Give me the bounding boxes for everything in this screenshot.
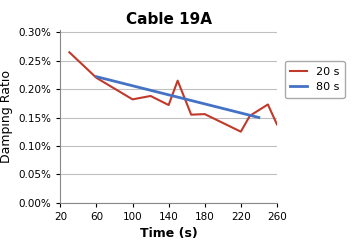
20 s (148, 95, 153, 98)
20 s (166, 103, 171, 106)
Title: Cable 19A: Cable 19A (126, 12, 212, 27)
20 s (275, 123, 279, 126)
20 s (203, 113, 207, 116)
Line: 80 s: 80 s (97, 77, 259, 118)
20 s (94, 76, 99, 79)
20 s (175, 79, 180, 82)
20 s (248, 114, 252, 117)
Legend: 20 s, 80 s: 20 s, 80 s (285, 61, 345, 98)
20 s (239, 130, 243, 133)
Y-axis label: Damping Ratio: Damping Ratio (0, 70, 13, 163)
20 s (130, 98, 135, 101)
20 s (67, 51, 71, 54)
20 s (266, 103, 270, 106)
80 s (94, 75, 99, 78)
20 s (189, 113, 193, 116)
80 s (257, 116, 261, 119)
X-axis label: Time (s): Time (s) (140, 227, 197, 240)
Line: 20 s: 20 s (69, 52, 277, 132)
